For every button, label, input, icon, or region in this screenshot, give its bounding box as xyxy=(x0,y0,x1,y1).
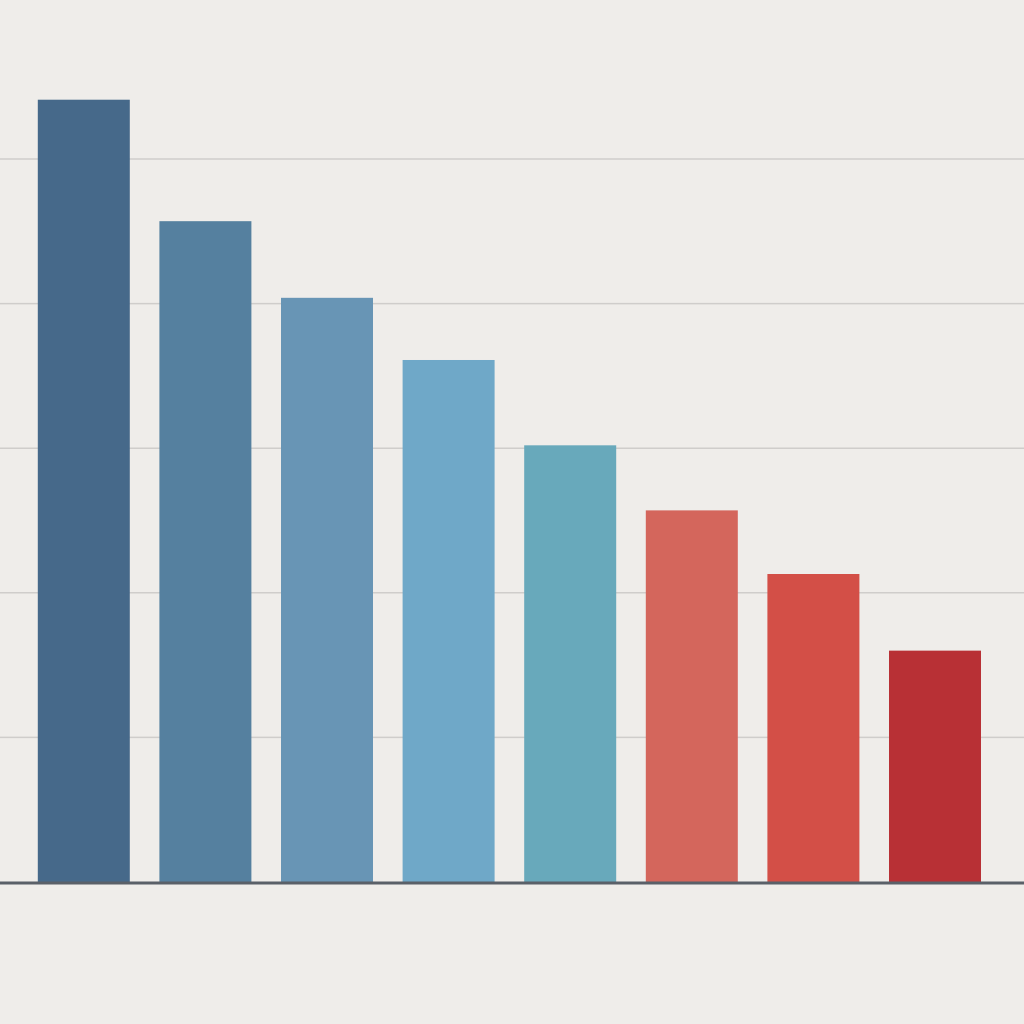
bar xyxy=(159,221,252,883)
bar xyxy=(37,99,130,883)
bar xyxy=(645,510,738,882)
bar xyxy=(402,359,495,882)
bar xyxy=(281,297,373,882)
bar xyxy=(889,650,981,882)
bar xyxy=(524,445,617,882)
bar xyxy=(767,574,860,882)
